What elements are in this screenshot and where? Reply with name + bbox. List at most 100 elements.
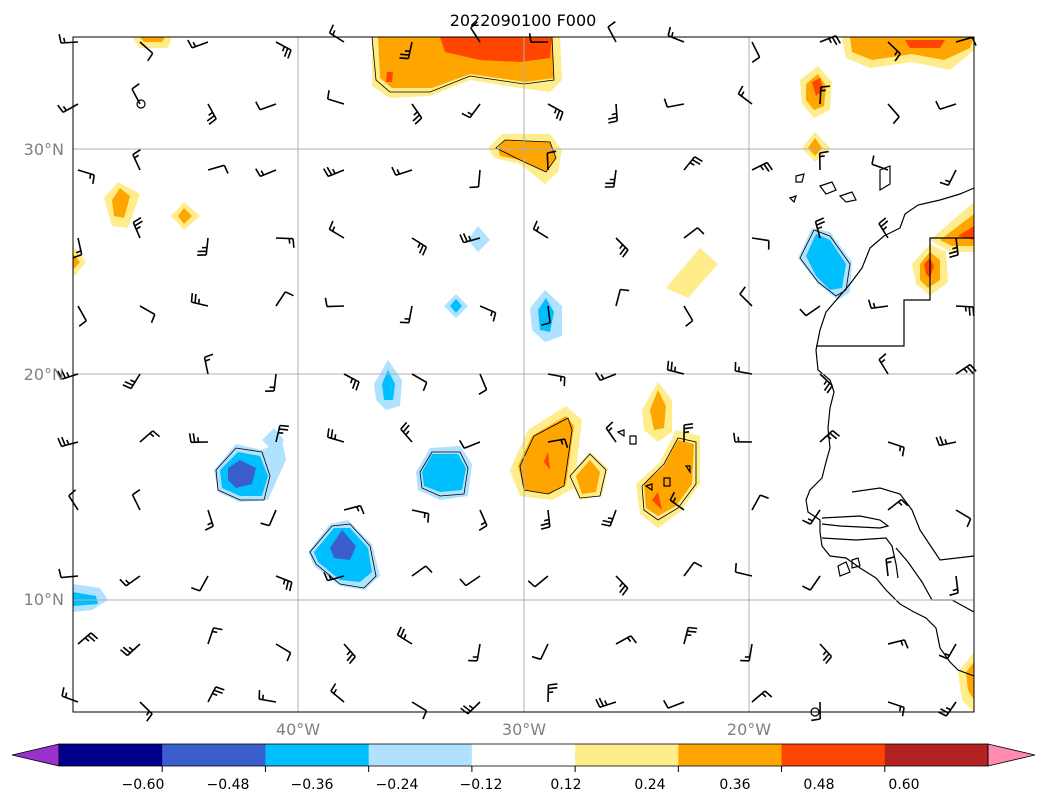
wind-barb	[391, 166, 413, 176]
wind-barb	[734, 563, 753, 577]
wind-barb	[190, 293, 209, 307]
colorbar-label: 0.36	[719, 777, 750, 793]
wind-barb	[939, 169, 957, 186]
contour-patch-top-left	[132, 37, 172, 48]
wind-barb	[751, 41, 761, 63]
wind-barb	[751, 690, 773, 703]
wind-barb	[604, 169, 617, 188]
wind-barb	[740, 643, 753, 662]
wind-barb	[260, 509, 277, 527]
wind-barb	[531, 643, 549, 661]
wind-barb	[751, 494, 769, 511]
wind-barb	[479, 305, 497, 322]
wind-barb	[547, 103, 564, 121]
wind-barb	[683, 561, 703, 577]
wind-barb	[819, 34, 841, 46]
lat-label-10n: 10°N	[24, 590, 64, 609]
wind-barb	[459, 233, 481, 244]
contour-patch-30w	[488, 134, 562, 184]
wind-barb	[955, 509, 972, 528]
wind-barb	[470, 21, 481, 43]
wind-barb	[683, 156, 703, 171]
gridlines	[73, 37, 974, 712]
wind-barb	[197, 237, 209, 256]
colorbar-label: −0.48	[207, 777, 250, 793]
wind-barb	[878, 353, 889, 375]
wind-barb	[207, 686, 225, 703]
wind-barb	[887, 103, 900, 125]
wind-barb	[411, 509, 430, 523]
wind-barbs	[57, 21, 977, 722]
wind-barb	[73, 237, 83, 259]
contour-patch-top-right	[842, 37, 974, 70]
latitude-labels: 30°N 20°N 10°N	[24, 140, 64, 609]
wind-barb	[255, 168, 277, 178]
colorbar-segment	[265, 744, 370, 766]
contour-patch-bottom-right	[958, 652, 974, 712]
wind-barb	[343, 643, 356, 665]
contour-patch-top-center	[371, 36, 562, 98]
wind-barb	[734, 361, 753, 375]
contour-patch-mid-orange	[510, 248, 718, 528]
colorbar-segment	[162, 744, 266, 766]
wind-barb	[275, 237, 295, 248]
wind-barb	[819, 373, 834, 394]
wind-barb	[461, 103, 481, 119]
wind-barb	[885, 556, 896, 577]
longitude-labels: 40°W 30°W 20°W	[276, 720, 771, 739]
wind-barb	[799, 305, 821, 317]
wind-barb	[119, 643, 141, 657]
wind-barb	[547, 438, 569, 448]
wind-barb	[324, 297, 345, 308]
lon-label-30w: 30°W	[502, 720, 546, 739]
wind-barb	[187, 39, 209, 49]
colorbar-min-arrow	[11, 743, 60, 767]
contour-patch-west-blue	[214, 428, 380, 590]
wind-barb	[203, 353, 214, 375]
colorbar-label: 0.60	[888, 777, 919, 793]
colorbar-outline	[58, 743, 989, 767]
lon-label-20w: 20°W	[727, 720, 771, 739]
wind-barb	[887, 441, 905, 457]
wind-barb	[399, 305, 413, 324]
wind-barb	[601, 509, 617, 527]
wind-barb	[937, 701, 957, 717]
wind-barb	[595, 697, 617, 709]
contour-patch-africa-blue	[798, 228, 852, 300]
wind-barb	[57, 436, 79, 448]
wind-barb	[527, 575, 549, 588]
wind-barb	[328, 220, 345, 239]
colorbar-segment	[575, 744, 679, 766]
wind-barb	[411, 373, 428, 392]
colorbar-segment	[471, 744, 576, 766]
wind-barb	[887, 498, 909, 511]
wind-barb	[819, 85, 830, 105]
wind-barb	[683, 423, 694, 443]
wind-barb	[139, 430, 161, 443]
wind-barb	[532, 220, 549, 239]
wind-barb	[460, 701, 481, 715]
wind-barb	[258, 690, 277, 703]
wind-barb	[607, 21, 617, 43]
wind-barb	[814, 217, 826, 239]
wind-barb	[669, 491, 685, 511]
wind-barb	[802, 509, 821, 525]
wind-barb	[323, 166, 345, 178]
wind-barb	[265, 373, 277, 392]
anomaly-contour-fills	[73, 36, 974, 712]
wind-barb	[57, 369, 79, 380]
wind-barb	[615, 635, 637, 645]
wind-barb	[131, 489, 141, 511]
wind-barb	[255, 101, 277, 111]
wind-barb	[948, 237, 959, 259]
wind-barb	[478, 373, 488, 395]
wind-barb	[663, 98, 685, 108]
colorbar-label: −0.12	[460, 777, 503, 793]
wind-barb	[132, 217, 143, 239]
wind-barb	[61, 687, 79, 703]
wind-barb	[343, 504, 365, 515]
colorbar-segment	[781, 744, 886, 766]
wind-barb	[275, 575, 293, 592]
wind-barb	[139, 41, 154, 62]
